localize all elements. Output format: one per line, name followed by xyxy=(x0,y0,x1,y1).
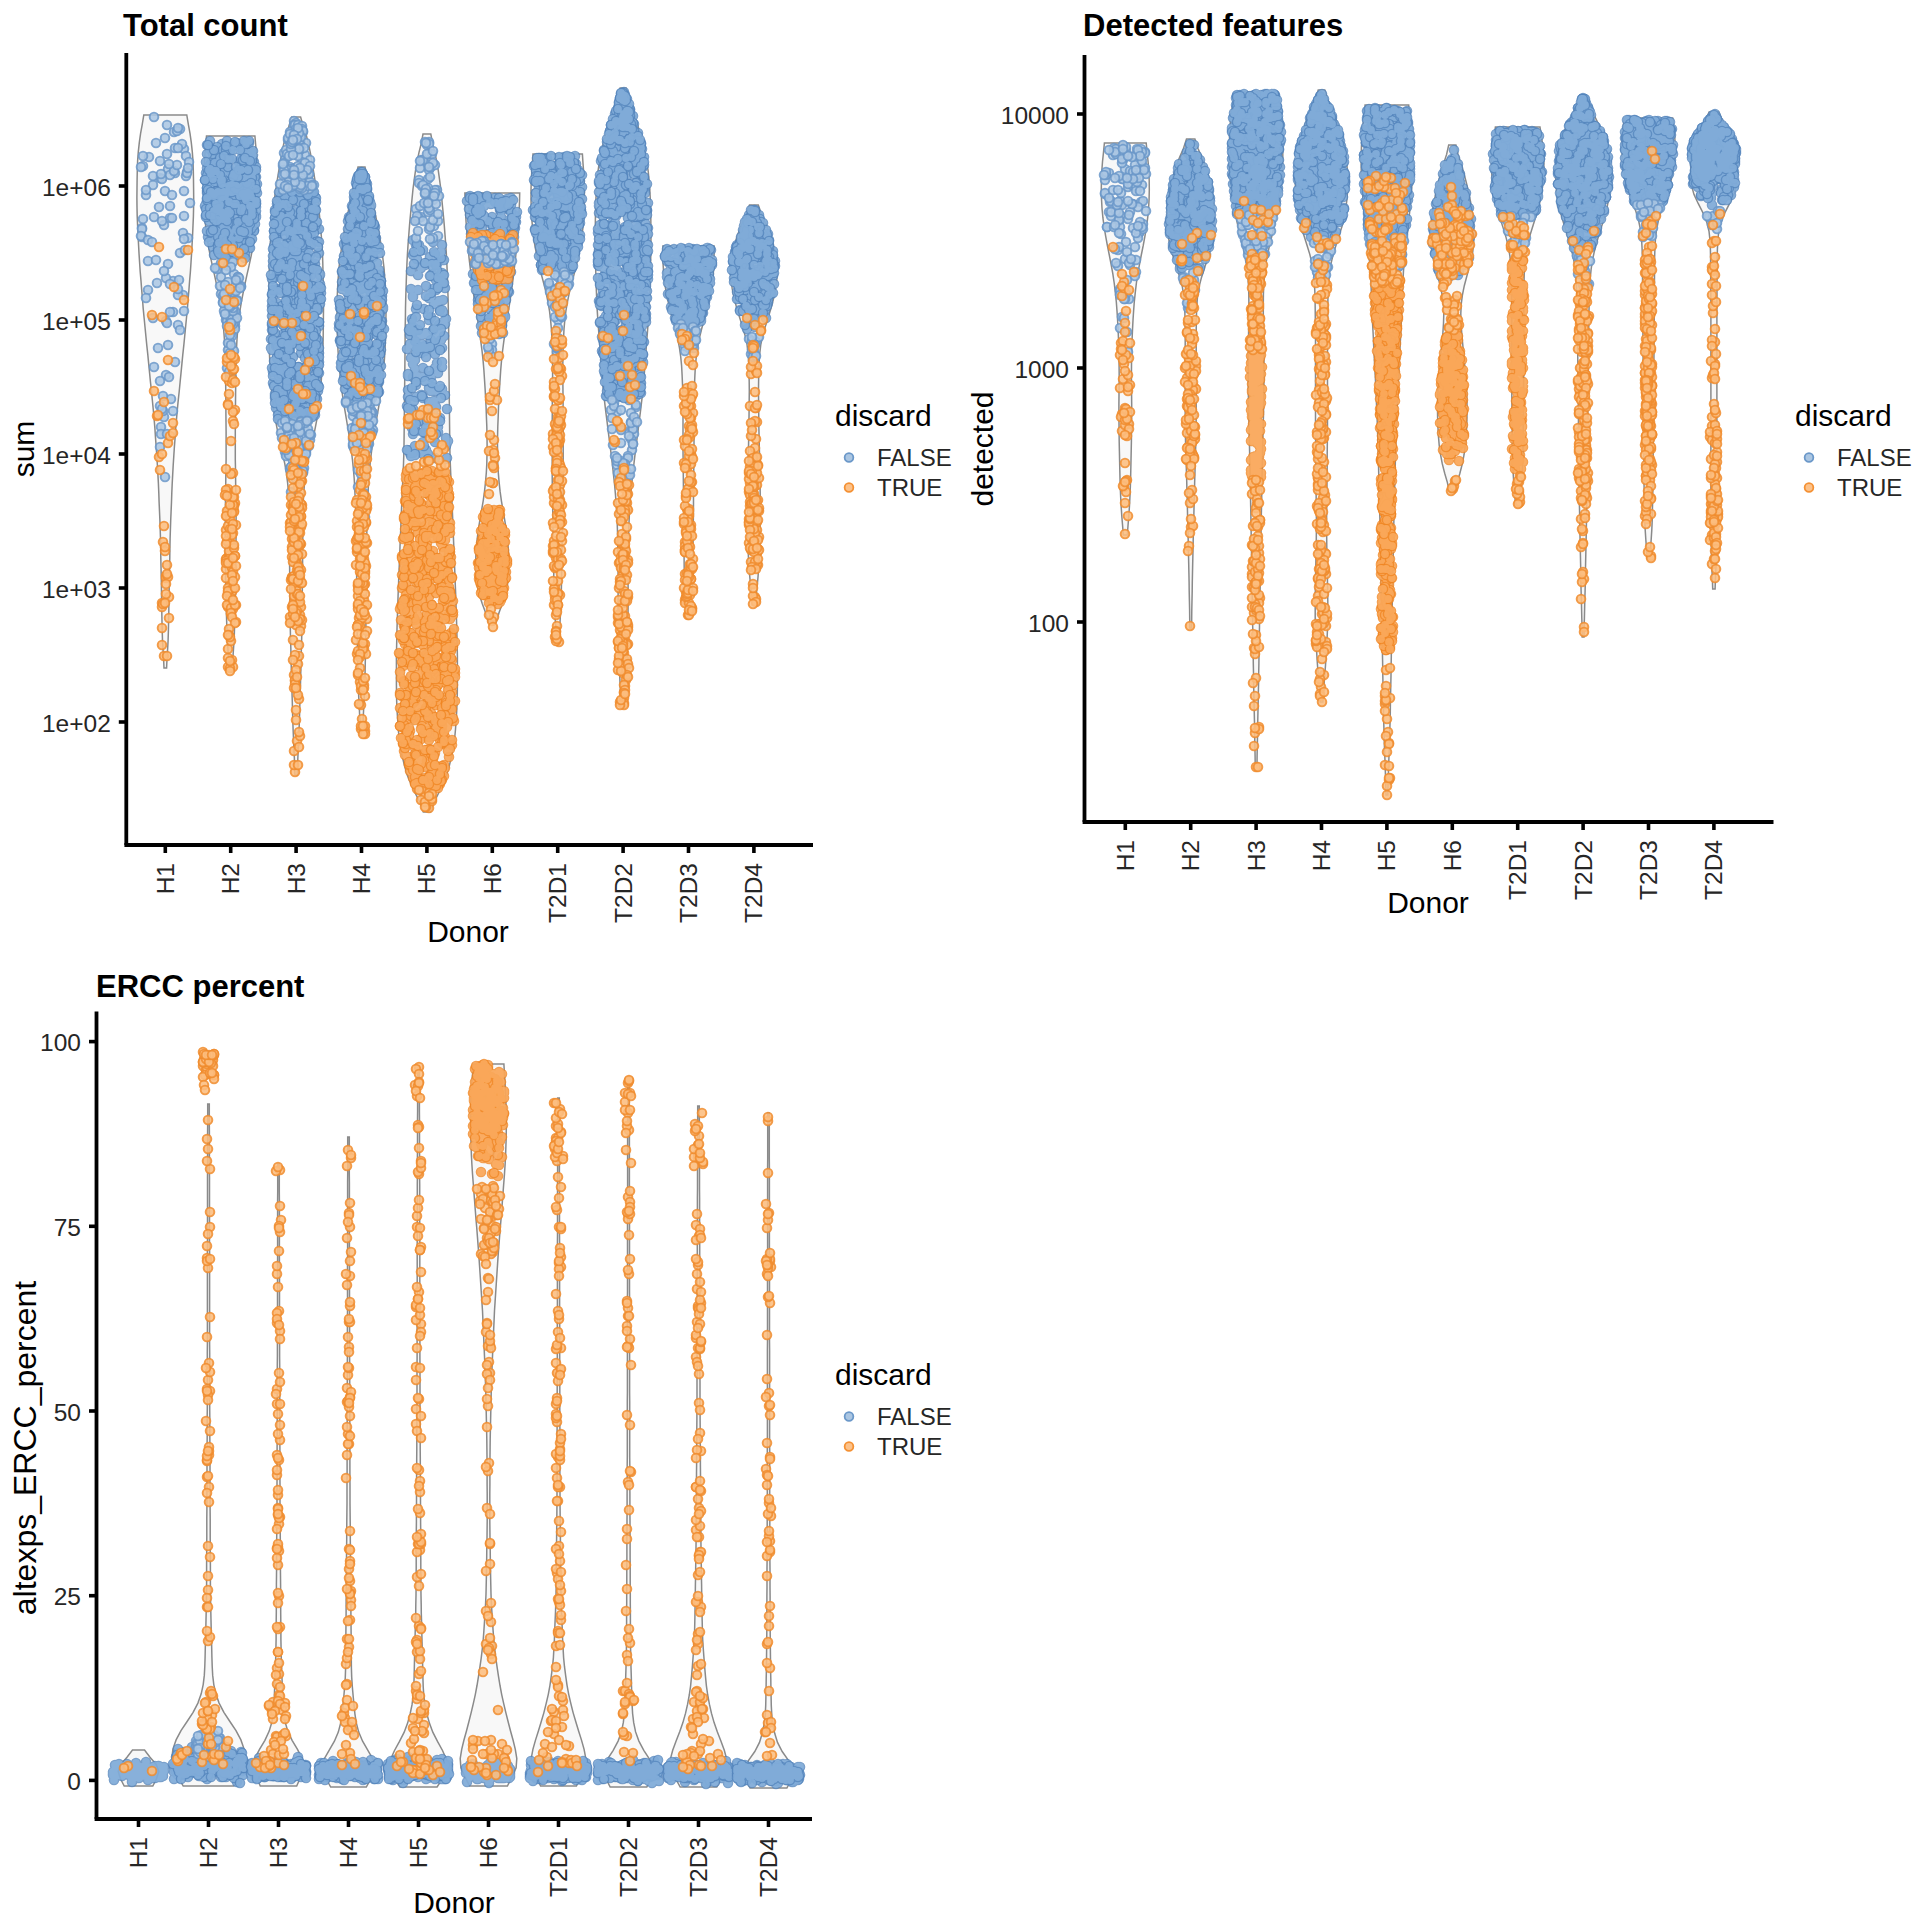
svg-text:H6: H6 xyxy=(475,1837,502,1868)
svg-text:T2D3: T2D3 xyxy=(1635,840,1662,900)
svg-text:H2: H2 xyxy=(217,863,244,894)
svg-text:H2: H2 xyxy=(195,1837,222,1868)
svg-text:1e+04: 1e+04 xyxy=(42,442,111,469)
svg-text:T2D3: T2D3 xyxy=(685,1837,712,1897)
svg-text:1e+03: 1e+03 xyxy=(42,576,111,603)
svg-text:0: 0 xyxy=(67,1768,81,1795)
svg-text:1e+06: 1e+06 xyxy=(42,174,111,201)
svg-text:ERCC percent: ERCC percent xyxy=(96,969,304,1004)
svg-text:H1: H1 xyxy=(125,1837,152,1868)
svg-text:H4: H4 xyxy=(335,1837,362,1868)
svg-text:T2D2: T2D2 xyxy=(1570,840,1597,900)
svg-text:TRUE: TRUE xyxy=(1837,474,1902,501)
svg-text:H3: H3 xyxy=(1243,840,1270,871)
svg-text:Donor: Donor xyxy=(427,915,509,948)
svg-text:H4: H4 xyxy=(348,863,375,894)
svg-text:FALSE: FALSE xyxy=(877,444,952,471)
svg-text:TRUE: TRUE xyxy=(877,474,942,501)
svg-text:FALSE: FALSE xyxy=(877,1403,952,1430)
svg-text:T2D4: T2D4 xyxy=(1700,840,1727,900)
svg-text:1000: 1000 xyxy=(1014,356,1069,383)
svg-text:75: 75 xyxy=(54,1214,81,1241)
svg-text:H5: H5 xyxy=(405,1837,432,1868)
svg-text:10000: 10000 xyxy=(1001,102,1069,129)
svg-text:Total count: Total count xyxy=(123,8,288,43)
svg-text:H6: H6 xyxy=(479,863,506,894)
svg-text:discard: discard xyxy=(1795,399,1892,432)
svg-text:T2D4: T2D4 xyxy=(740,863,767,923)
svg-text:50: 50 xyxy=(54,1399,81,1426)
svg-text:T2D4: T2D4 xyxy=(755,1837,782,1897)
svg-text:H3: H3 xyxy=(283,863,310,894)
svg-text:T2D1: T2D1 xyxy=(1504,840,1531,900)
svg-text:T2D2: T2D2 xyxy=(615,1837,642,1897)
svg-text:T2D3: T2D3 xyxy=(675,863,702,923)
svg-text:25: 25 xyxy=(54,1583,81,1610)
svg-text:100: 100 xyxy=(1028,610,1069,637)
svg-text:100: 100 xyxy=(40,1029,81,1056)
svg-text:Donor: Donor xyxy=(1387,886,1469,919)
svg-text:Donor: Donor xyxy=(413,1886,495,1919)
svg-text:H3: H3 xyxy=(265,1837,292,1868)
svg-text:sum: sum xyxy=(7,421,40,478)
svg-text:H2: H2 xyxy=(1177,840,1204,871)
svg-text:H4: H4 xyxy=(1308,840,1335,871)
svg-text:T2D1: T2D1 xyxy=(545,1837,572,1897)
svg-text:H5: H5 xyxy=(413,863,440,894)
svg-text:FALSE: FALSE xyxy=(1837,444,1912,471)
svg-text:detected: detected xyxy=(966,391,999,506)
svg-text:Detected features: Detected features xyxy=(1083,8,1343,43)
svg-text:altexps_ERCC_percent: altexps_ERCC_percent xyxy=(7,1281,43,1616)
svg-text:H1: H1 xyxy=(152,863,179,894)
svg-text:T2D1: T2D1 xyxy=(544,863,571,923)
svg-text:H5: H5 xyxy=(1373,840,1400,871)
svg-text:T2D2: T2D2 xyxy=(610,863,637,923)
svg-text:discard: discard xyxy=(835,399,932,432)
svg-text:1e+02: 1e+02 xyxy=(42,710,111,737)
svg-text:1e+05: 1e+05 xyxy=(42,308,111,335)
svg-text:TRUE: TRUE xyxy=(877,1433,942,1460)
svg-text:discard: discard xyxy=(835,1358,932,1391)
svg-text:H1: H1 xyxy=(1112,840,1139,871)
svg-text:H6: H6 xyxy=(1439,840,1466,871)
